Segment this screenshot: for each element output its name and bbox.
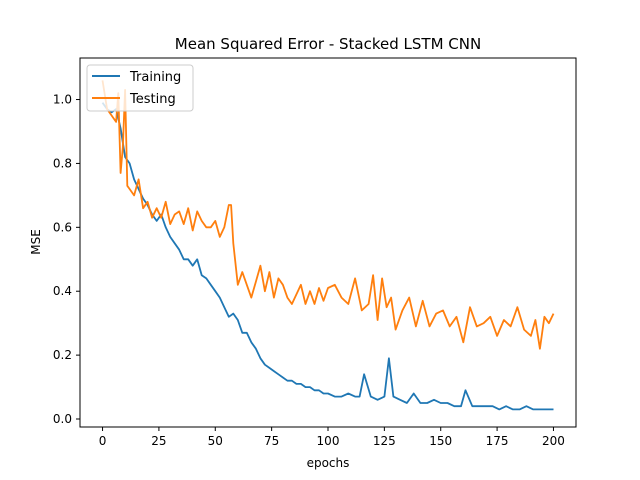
- series-line-training: [101, 102, 554, 411]
- y-axis-label: MSE: [29, 229, 43, 255]
- x-tick-label: 0: [99, 434, 107, 448]
- x-tick-label: 25: [151, 434, 166, 448]
- series-line-testing: [101, 80, 555, 350]
- x-tick-label: 200: [542, 434, 565, 448]
- x-axis-label: epochs: [307, 456, 350, 470]
- y-tick-label: 0.2: [53, 348, 72, 362]
- y-tick-label: 0.0: [53, 412, 72, 426]
- plot-frame: [79, 57, 577, 428]
- series-layer: [101, 80, 555, 411]
- x-tick-label: 175: [486, 434, 509, 448]
- plot-area-background: [80, 58, 576, 427]
- chart-title: Mean Squared Error - Stacked LSTM CNN: [175, 35, 481, 53]
- x-tick-label: 100: [317, 434, 340, 448]
- ticks-layer: 0 25 50 75 100 125 150 175 200 0.0 0.2 0.4 0.6 0.8 1.0: [53, 93, 565, 448]
- legend-label-testing: Testing: [129, 92, 176, 107]
- x-tick-label: 150: [429, 434, 452, 448]
- legend: Training Testing: [86, 64, 194, 112]
- x-tick-label: 125: [373, 434, 396, 448]
- y-tick-label: 1.0: [53, 93, 72, 107]
- y-tick-label: 0.8: [53, 156, 72, 170]
- x-tick-label: 50: [208, 434, 223, 448]
- y-tick-label: 0.6: [53, 220, 72, 234]
- x-tick-label: 75: [264, 434, 279, 448]
- y-tick-label: 0.4: [53, 284, 72, 298]
- legend-label-training: Training: [129, 70, 181, 85]
